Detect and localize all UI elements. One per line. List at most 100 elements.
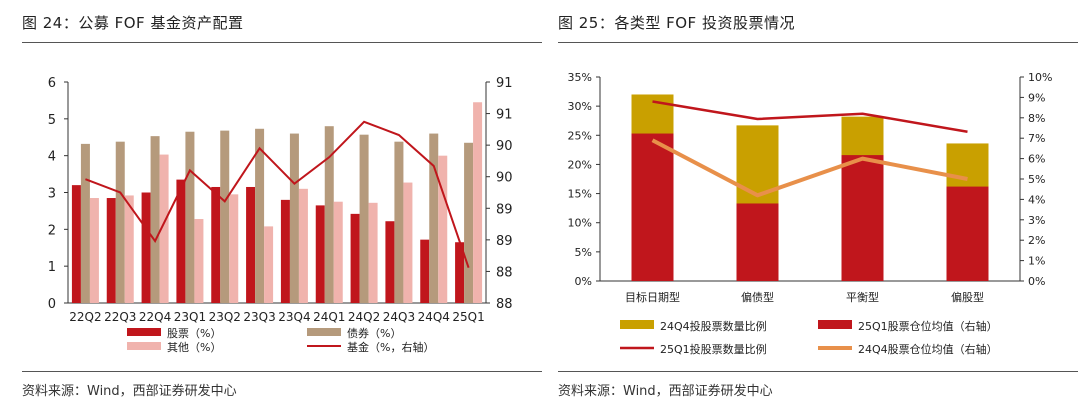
y-tick-label-right: 91 xyxy=(496,76,513,91)
bar xyxy=(368,202,378,303)
y-tick-label-right: 3% xyxy=(1028,214,1045,227)
bar xyxy=(315,205,325,303)
bar xyxy=(246,186,256,303)
bar-stack-base xyxy=(736,203,779,281)
chart-fof-stock-investment: 0% 5% 10% 15% 20% 25% 30% 35% 0% 1% 2% 3% 4% 5% 6% 7% 8%… xyxy=(568,71,1053,356)
y-tick-label-right: 8% xyxy=(1028,112,1045,125)
divider xyxy=(558,42,1078,43)
legend-swatch xyxy=(127,342,161,350)
bar xyxy=(394,141,404,303)
bar xyxy=(80,143,90,303)
y-tick-label-left: 10% xyxy=(568,217,592,230)
legend-swatch xyxy=(818,320,852,329)
bar xyxy=(194,219,204,303)
legend-label: 基金（%，右轴） xyxy=(347,340,434,354)
y-tick-label-left: 35% xyxy=(568,71,592,84)
y-tick-label-right: 6% xyxy=(1028,153,1045,166)
bar xyxy=(159,154,169,303)
legend-swatch xyxy=(620,320,654,329)
bar xyxy=(350,213,360,303)
bar xyxy=(289,133,299,303)
bar xyxy=(438,155,448,303)
bar xyxy=(71,185,81,303)
x-tick-label: 目标日期型 xyxy=(625,290,680,304)
bar xyxy=(298,188,308,303)
chart-panel-left: 图 24：公募 FOF 基金资产配置 0 1 2 3 4 5 6 88 88 89 89 90 90 91… xyxy=(22,0,542,418)
legend-label: 其他（%） xyxy=(167,341,221,354)
y-tick-label-left: 3 xyxy=(48,187,56,202)
legend-label: 24Q4投股票数量比例 xyxy=(660,319,767,333)
y-tick-label-right: 0% xyxy=(1028,275,1045,288)
bar xyxy=(464,142,474,303)
chart-panel-right: 图 25：各类型 FOF 投资股票情况 0% 5% 10% 15% 20% 25% 30% 3… xyxy=(558,0,1078,418)
divider xyxy=(22,371,542,372)
x-tick-label: 23Q1 xyxy=(174,310,206,324)
y-tick-label-left: 15% xyxy=(568,188,592,201)
bar xyxy=(106,198,116,303)
y-tick-label-right: 91 xyxy=(496,108,513,123)
x-tick-label: 23Q3 xyxy=(243,310,275,324)
bar xyxy=(229,194,239,303)
y-tick-label-left: 5 xyxy=(48,113,56,128)
y-tick-label-left: 20% xyxy=(568,158,592,171)
x-tick-label: 23Q2 xyxy=(209,310,241,324)
legend-label: 25Q1投股票数量比例 xyxy=(660,342,767,356)
y-tick-label-right: 4% xyxy=(1028,193,1045,206)
y-tick-label-left: 0% xyxy=(575,275,592,288)
legend-swatch xyxy=(307,328,341,336)
bar-stack-base xyxy=(946,186,989,281)
bar xyxy=(359,134,369,303)
divider xyxy=(558,371,1078,372)
series-line xyxy=(85,120,470,268)
bar xyxy=(150,136,160,303)
y-tick-label-right: 90 xyxy=(496,139,513,154)
y-tick-label-left: 0 xyxy=(48,297,56,312)
y-tick-label-right: 89 xyxy=(496,234,513,249)
legend-label: 25Q1股票仓位均值（右轴） xyxy=(858,319,998,333)
bar-stack-base xyxy=(841,155,884,281)
x-tick-label: 24Q2 xyxy=(348,310,380,324)
y-tick-label-right: 5% xyxy=(1028,173,1045,186)
legend-label: 债券（%） xyxy=(347,326,401,340)
y-tick-label-right: 10% xyxy=(1028,71,1052,84)
y-tick-label-right: 89 xyxy=(496,202,513,217)
legend-label: 24Q4股票仓位均值（右轴） xyxy=(858,342,998,356)
x-tick-label: 22Q2 xyxy=(69,310,101,324)
y-tick-label-right: 9% xyxy=(1028,91,1045,104)
y-tick-label-left: 2 xyxy=(48,223,56,238)
x-tick-label: 平衡型 xyxy=(846,290,879,304)
y-tick-label-right: 7% xyxy=(1028,132,1045,145)
x-tick-label: 偏股型 xyxy=(951,290,984,304)
x-tick-label: 24Q1 xyxy=(313,310,345,324)
chart-title: 图 25：各类型 FOF 投资股票情况 xyxy=(558,14,795,32)
bar xyxy=(455,242,465,303)
bar xyxy=(333,201,343,303)
x-tick-label: 24Q3 xyxy=(383,310,415,324)
bar xyxy=(115,141,125,303)
x-tick-label: 23Q4 xyxy=(278,310,310,324)
y-tick-label-left: 30% xyxy=(568,100,592,113)
bar xyxy=(385,221,395,303)
legend-swatch xyxy=(127,328,161,336)
bar xyxy=(324,126,334,303)
bar xyxy=(211,186,221,303)
legend-label: 股票（%） xyxy=(167,327,221,340)
bar xyxy=(124,195,134,303)
bar-stack-base xyxy=(631,133,674,281)
bar xyxy=(473,102,483,303)
source-note: 资料来源：Wind，西部证券研发中心 xyxy=(22,384,237,399)
y-tick-label-left: 6 xyxy=(48,76,56,91)
bar xyxy=(280,199,290,303)
source-note: 资料来源：Wind，西部证券研发中心 xyxy=(558,384,773,399)
x-tick-label: 24Q4 xyxy=(418,310,450,324)
bar xyxy=(220,130,230,303)
y-tick-label-right: 1% xyxy=(1028,255,1045,268)
bar xyxy=(89,198,99,303)
bar xyxy=(264,226,274,303)
bar xyxy=(403,182,413,303)
bar xyxy=(255,128,265,303)
x-tick-label: 偏债型 xyxy=(741,290,774,304)
bar xyxy=(429,133,439,303)
divider xyxy=(22,42,542,43)
